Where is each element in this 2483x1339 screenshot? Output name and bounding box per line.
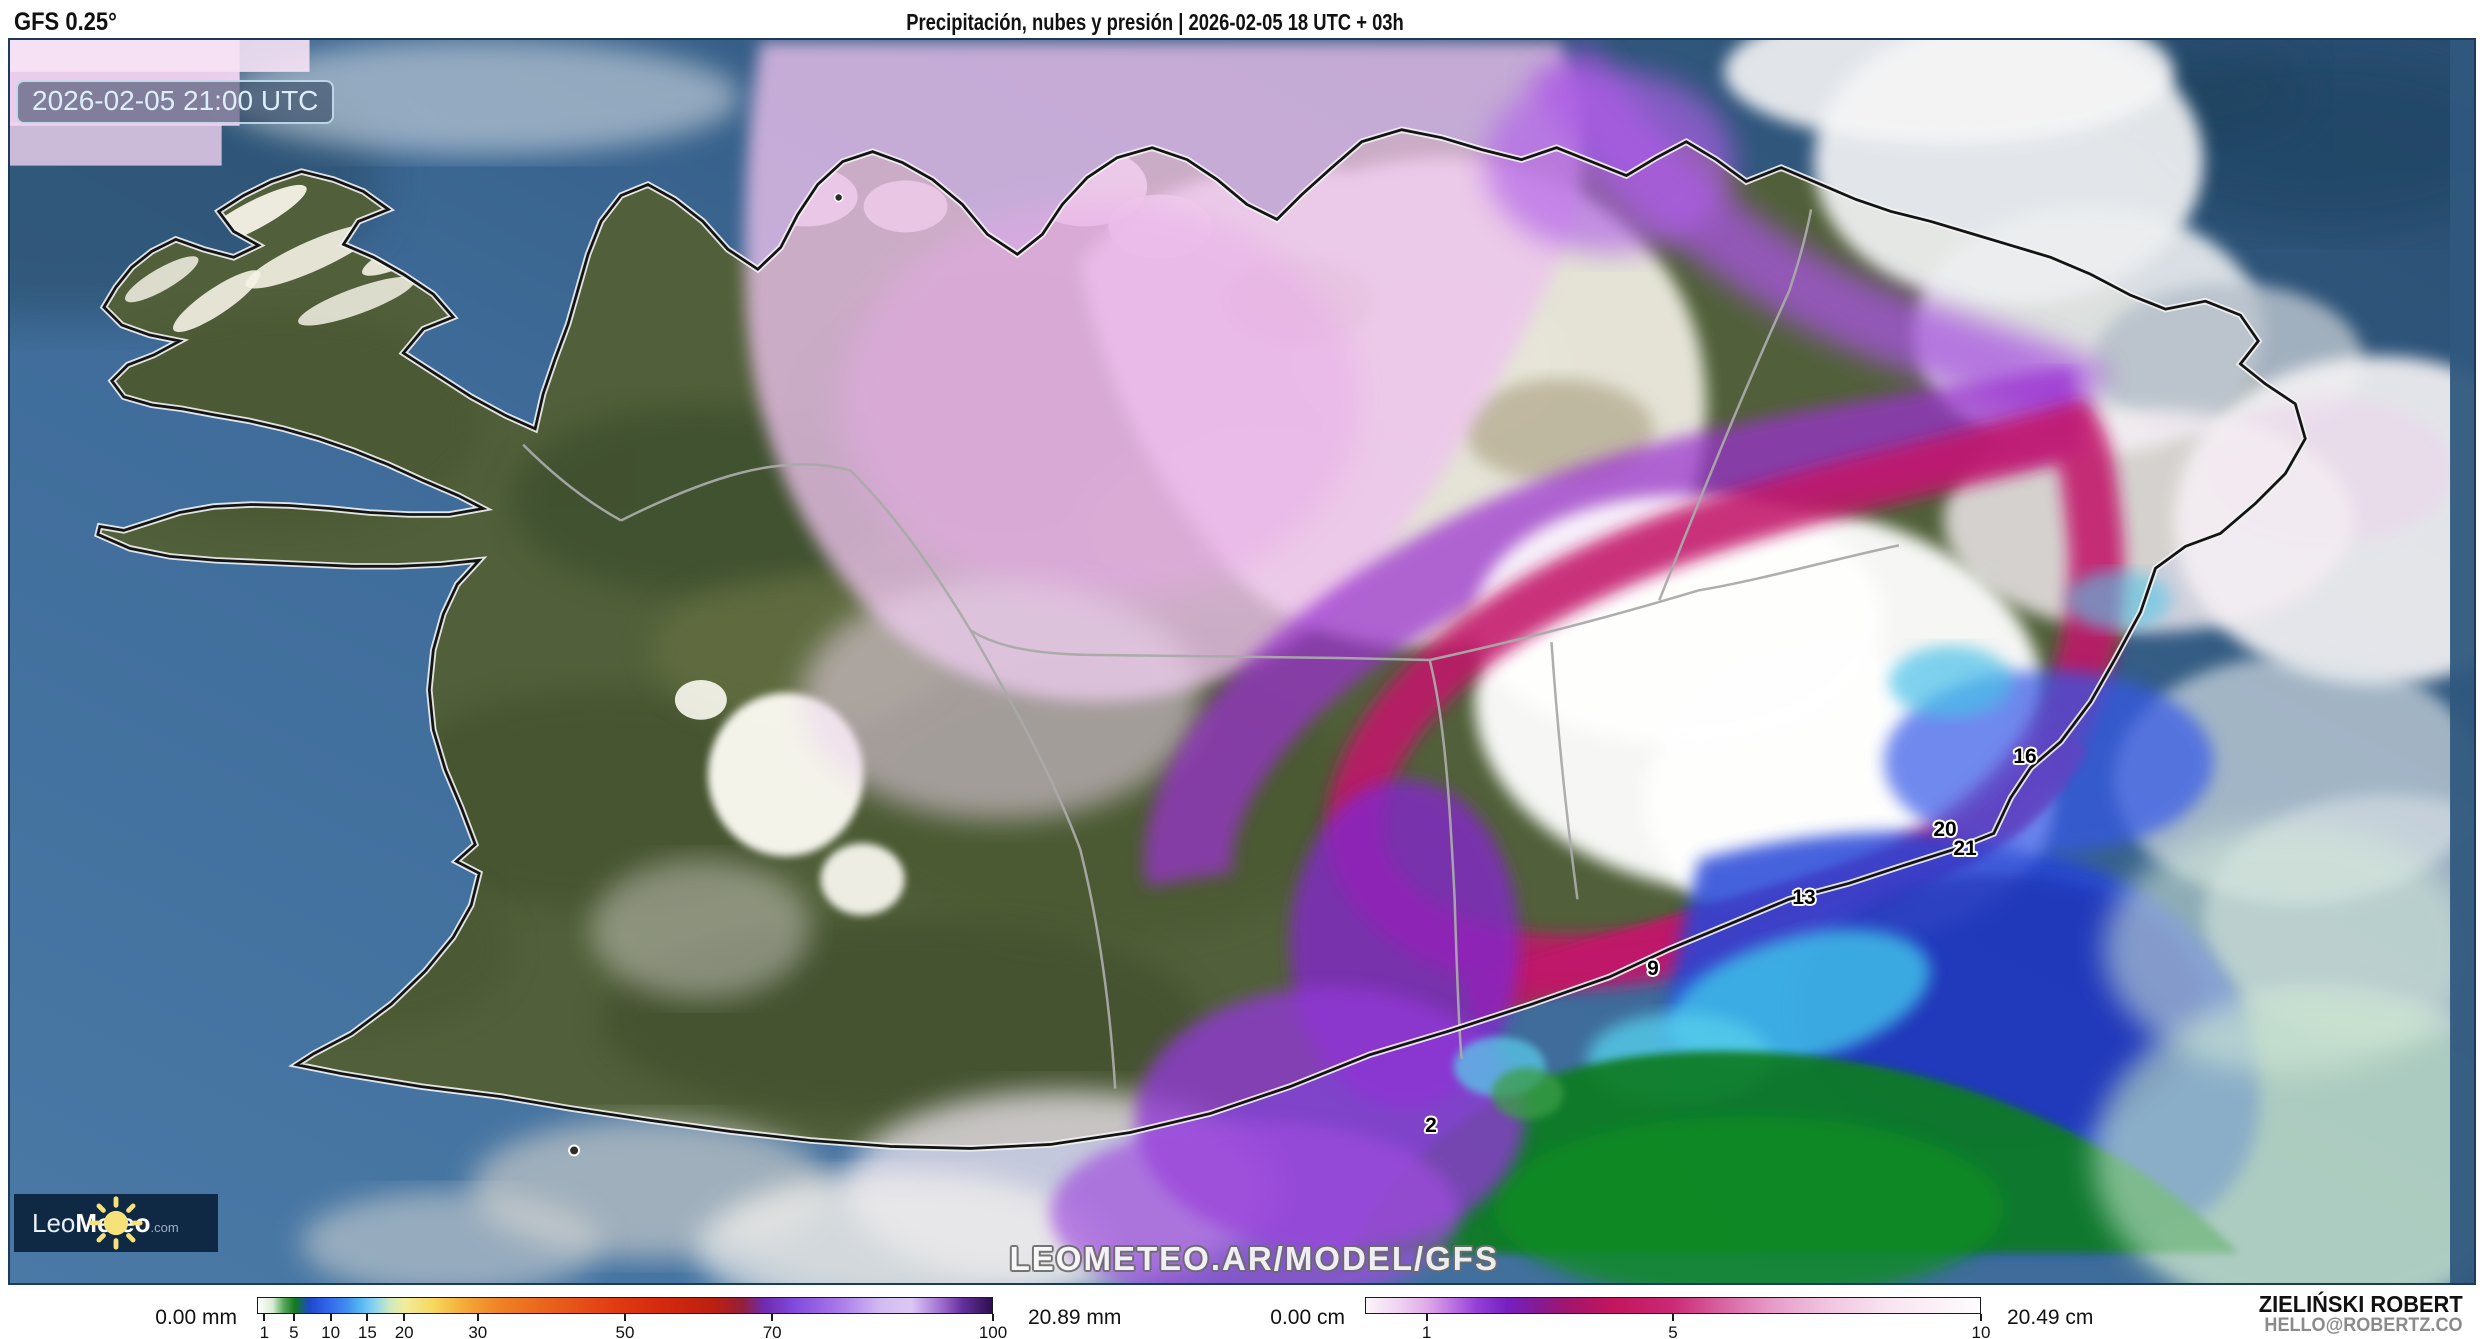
tick-label: 30: [468, 1323, 488, 1339]
map-value-label: 20: [1933, 818, 1957, 841]
watermark: LEOMETEO.AR/MODEL/GFS: [1009, 1240, 1499, 1277]
tick-label: 1: [1421, 1323, 1432, 1339]
tick-label: 50: [615, 1323, 635, 1339]
tick-mark: [329, 1314, 332, 1321]
logo-tld: .com: [150, 1219, 179, 1235]
tick-label: 15: [357, 1323, 377, 1339]
tick-mark: [263, 1314, 266, 1321]
precip-colorbar-ticks: 1 5 10 15 20 30 50 70 100: [257, 1314, 1007, 1339]
tick-label: 10: [321, 1323, 341, 1339]
tick-mark: [771, 1314, 774, 1321]
tick-mark: [992, 1314, 994, 1321]
timestamp-badge: 2026-02-05 21:00 UTC: [16, 80, 335, 124]
tick-mark: [1425, 1314, 1428, 1321]
map-value-label: 13: [1792, 886, 1816, 909]
map-value-label: 16: [2013, 745, 2037, 768]
sun-icon: [89, 1196, 143, 1250]
snow-colorbar-ticks: 1 5 10: [1365, 1314, 1990, 1339]
tick-label: 5: [1668, 1323, 1678, 1339]
tick-label: 1: [259, 1323, 270, 1339]
tick-mark: [366, 1314, 369, 1321]
snow-legend-min: 0.00 cm: [1270, 1306, 1345, 1329]
tick-mark: [624, 1314, 626, 1321]
tick-label: 10: [1971, 1323, 1991, 1339]
map-canvas: [10, 40, 2474, 1283]
tick-label: 100: [978, 1323, 1008, 1339]
map-value-label: 9: [1647, 957, 1659, 980]
ocean-edge-strip: [2450, 40, 2474, 1283]
credit-email: HELLO@ROBERTZ.CO: [2264, 1315, 2463, 1336]
tick-label: 20: [394, 1323, 414, 1339]
tick-mark: [292, 1314, 295, 1321]
snow-legend-max: 20.49 cm: [2007, 1306, 2094, 1329]
tick-mark: [403, 1314, 406, 1321]
snow-colorbar: [1365, 1297, 1981, 1314]
tick-label: 70: [762, 1323, 782, 1339]
precip-rain-snow-layer: [10, 40, 2474, 1283]
precip-colorbar: [257, 1297, 993, 1314]
page-title: Precipitación, nubes y presión | 2026-02…: [905, 9, 1404, 35]
map-value-label: 21: [1953, 837, 1977, 860]
map-value-label: 2: [1425, 1114, 1437, 1137]
tick-mark: [1672, 1314, 1674, 1321]
leometeo-logo: LeoMeteo.com: [14, 1194, 218, 1252]
precip-legend-min: 0.00 mm: [155, 1306, 237, 1329]
region-boundaries: [522, 209, 1900, 1089]
precip-violet-band-lower: [1144, 367, 2086, 887]
forecast-map: 2026-02-05 21:00 UTC LeoMeteo.com LEOMET…: [8, 38, 2476, 1285]
glacier-icon: [674, 679, 905, 916]
model-label: GFS 0.25°: [14, 8, 117, 36]
credit-author: ZIELIŃSKI ROBERT: [2259, 1291, 2463, 1317]
tick-label: 5: [289, 1323, 299, 1339]
tick-mark: [476, 1314, 479, 1321]
tick-mark: [1980, 1314, 1982, 1321]
island-dot: [568, 1144, 581, 1157]
island-dot: [833, 192, 844, 203]
logo-leo: Leo: [32, 1207, 76, 1238]
precip-legend-max: 20.89 mm: [1028, 1306, 1122, 1329]
